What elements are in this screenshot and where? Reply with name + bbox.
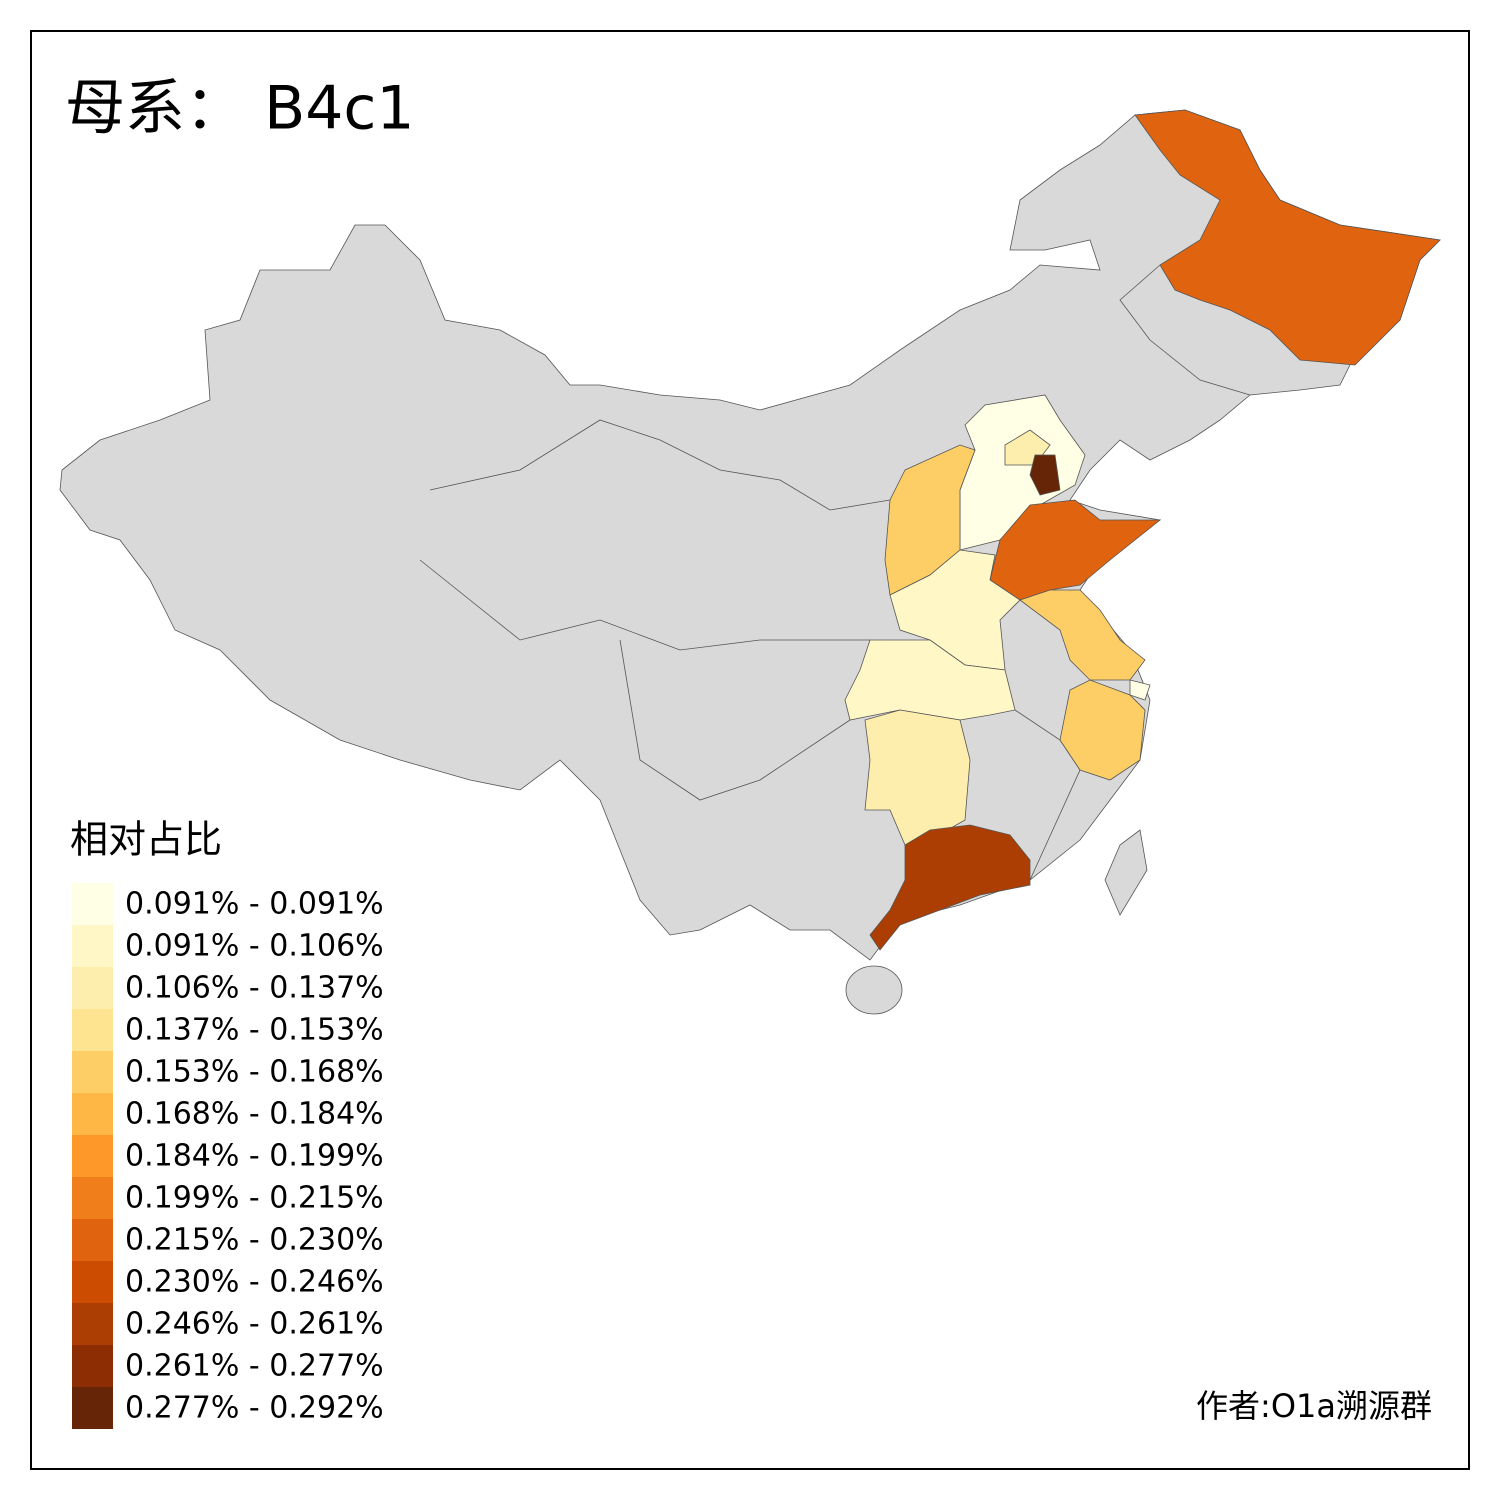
region-hubei (844, 639, 1016, 721)
map-title: 母系： B4c1 (65, 74, 415, 144)
legend: 0.091% - 0.091% 0.091% - 0.106% 0.106% - 0… (72, 883, 384, 1429)
legend-label: 0.261% - 0.277% (125, 1349, 384, 1384)
legend-label: 0.199% - 0.215% (125, 1181, 384, 1216)
province-border (619, 639, 851, 801)
legend-title: 相对占比 (70, 818, 222, 862)
region-guangdong (869, 824, 1031, 951)
legend-label: 0.230% - 0.246% (125, 1265, 384, 1300)
legend-swatch (72, 1219, 113, 1261)
credit: 作者:O1a溯源群 (1196, 1387, 1432, 1425)
region-henan (889, 549, 1021, 671)
legend-swatch (72, 925, 113, 967)
region-shanghai (1129, 679, 1151, 701)
legend-swatch (72, 883, 113, 925)
region-zhejiang (1059, 679, 1146, 781)
legend-label: 0.091% - 0.106% (125, 929, 384, 964)
legend-swatch (72, 1009, 113, 1051)
island (1104, 829, 1148, 916)
legend-label: 0.184% - 0.199% (125, 1139, 384, 1174)
legend-label: 0.168% - 0.184% (125, 1097, 384, 1132)
legend-label: 0.215% - 0.230% (125, 1223, 384, 1258)
legend-swatch (72, 1093, 113, 1135)
legend-swatch (72, 1303, 113, 1345)
province-border (429, 419, 891, 511)
province-border (419, 559, 870, 651)
legend-swatch (72, 1135, 113, 1177)
china-map (59, 109, 1441, 1015)
legend-label: 0.153% - 0.168% (125, 1055, 384, 1090)
region-tianjin (1029, 454, 1061, 496)
legend-swatch (72, 967, 113, 1009)
region-heilongjiang (1134, 109, 1441, 366)
legend-swatch (72, 1051, 113, 1093)
legend-swatch (72, 1261, 113, 1303)
legend-swatch (72, 1345, 113, 1387)
legend-swatch (72, 1387, 113, 1429)
legend-label: 0.246% - 0.261% (125, 1307, 384, 1342)
legend-label: 0.106% - 0.137% (125, 971, 384, 1006)
legend-label: 0.137% - 0.153% (125, 1013, 384, 1048)
legend-label: 0.277% - 0.292% (125, 1391, 384, 1426)
island (845, 965, 903, 1015)
legend-swatch (72, 1177, 113, 1219)
province-border (1119, 264, 1251, 396)
region-jiangsu (1019, 589, 1146, 681)
legend-label: 0.091% - 0.091% (125, 887, 384, 922)
